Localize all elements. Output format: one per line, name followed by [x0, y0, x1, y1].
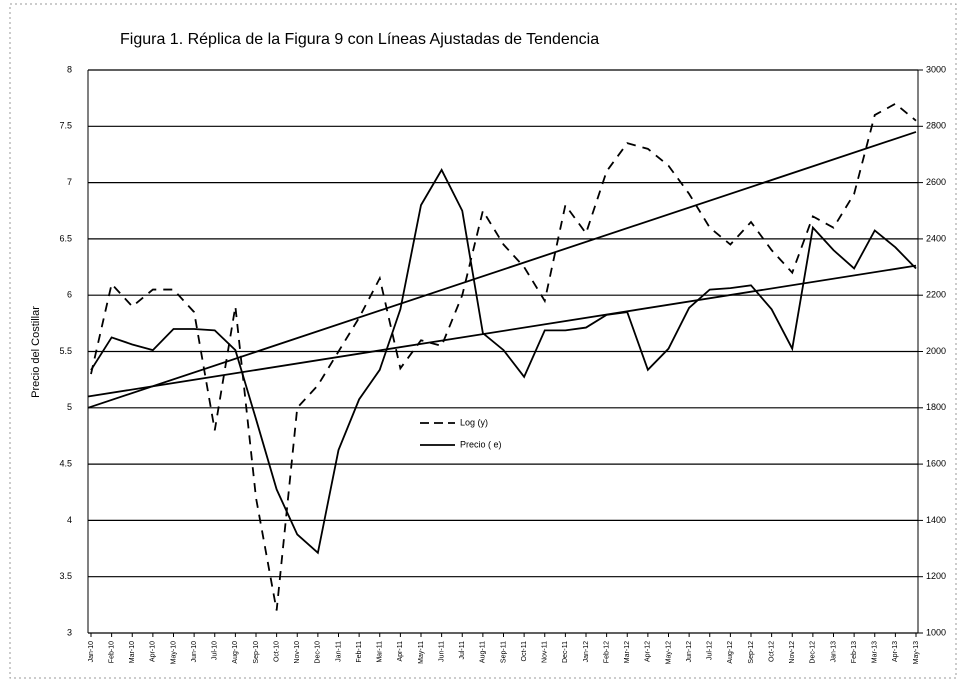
y-tick-label: 4.5 [59, 458, 72, 468]
chart-title: Figura 1. Réplica de la Figura 9 con Lín… [120, 31, 599, 48]
trend-line [87, 131, 917, 409]
y-tick-label: 7.5 [59, 121, 72, 131]
y2-tick-label: 2400 [926, 233, 946, 243]
x-tick-label: May-13 [913, 641, 920, 664]
y2-tick-label: 1600 [926, 458, 946, 468]
x-tick-label: Aug-12 [727, 641, 734, 664]
y2-tick-label: 1200 [926, 571, 946, 581]
y2-tick-label: 2200 [926, 290, 946, 300]
x-tick-label: Dec-11 [562, 641, 569, 663]
x-tick-label: Dec-10 [315, 641, 322, 664]
x-tick-label: Nov-10 [294, 641, 301, 664]
y2-tick-label: 1400 [926, 515, 946, 525]
y-tick-label: 5.5 [59, 346, 72, 356]
x-tick-label: Jan-11 [335, 641, 342, 662]
x-tick-label: Mar-12 [624, 641, 631, 663]
x-tick-label: Aug-11 [480, 641, 487, 663]
y-tick-label: 7 [67, 177, 72, 187]
x-tick-label: Jul-10 [212, 641, 219, 660]
x-tick-label: Oct-11 [521, 641, 528, 662]
x-tick-label: Sep-11 [500, 641, 507, 663]
y-tick-label: 3.5 [59, 571, 72, 581]
x-tick-label: Mar-11 [377, 641, 384, 663]
legend-label: Precio ( e) [460, 439, 502, 449]
x-tick-label: Nov-12 [789, 641, 796, 664]
y-tick-label: 6.5 [59, 233, 72, 243]
x-tick-label: Jul-11 [459, 641, 466, 660]
x-tick-label: Apr-12 [645, 641, 652, 662]
x-tick-label: Jun-10 [191, 641, 198, 663]
x-tick-label: Mar-13 [872, 641, 879, 663]
x-tick-label: Sep-12 [748, 641, 755, 664]
y2-tick-label: 2000 [926, 346, 946, 356]
x-tick-label: May-12 [665, 641, 672, 664]
x-tick-label: Apr-10 [150, 641, 157, 662]
x-tick-label: Jan-10 [88, 641, 95, 663]
x-tick-label: Apr-13 [892, 641, 899, 662]
y-tick-label: 3 [67, 627, 72, 637]
x-tick-label: Mar-10 [129, 641, 136, 663]
x-tick-label: Apr-11 [397, 641, 404, 662]
x-tick-label: Oct-12 [768, 641, 775, 662]
x-tick-label: Dec-12 [810, 641, 817, 664]
x-tick-label: Feb-11 [356, 641, 363, 663]
legend-label: Log (y) [460, 417, 488, 427]
x-tick-label: Jan-13 [830, 641, 837, 663]
y2-tick-label: 2600 [926, 177, 946, 187]
y-tick-label: 8 [67, 64, 72, 74]
x-tick-label: Aug-10 [232, 641, 239, 664]
x-tick-label: Feb-12 [603, 641, 610, 663]
x-tick-label: May-11 [418, 641, 425, 664]
x-tick-label: Jun-12 [686, 641, 693, 663]
y-axis-title: Precio del Costillar [30, 306, 42, 398]
x-tick-label: Jan-12 [583, 641, 590, 663]
y2-tick-label: 2800 [926, 121, 946, 131]
y2-tick-label: 3000 [926, 64, 946, 74]
x-tick-label: Nov-11 [542, 641, 549, 663]
x-tick-label: Jul-12 [707, 641, 714, 660]
x-tick-label: Sep-10 [253, 641, 260, 664]
y2-tick-label: 1800 [926, 402, 946, 412]
data-line [90, 102, 917, 611]
x-tick-label: Feb-10 [108, 641, 115, 663]
y-tick-label: 4 [67, 515, 72, 525]
trend-line [87, 264, 917, 398]
x-tick-label: May-10 [170, 641, 177, 664]
data-line [90, 168, 917, 555]
y2-tick-label: 1000 [926, 627, 946, 637]
y-tick-label: 6 [67, 290, 72, 300]
y-tick-label: 5 [67, 402, 72, 412]
x-tick-label: Feb-13 [851, 641, 858, 663]
x-tick-label: Oct-10 [273, 641, 280, 662]
x-tick-label: Jun-11 [438, 641, 445, 662]
